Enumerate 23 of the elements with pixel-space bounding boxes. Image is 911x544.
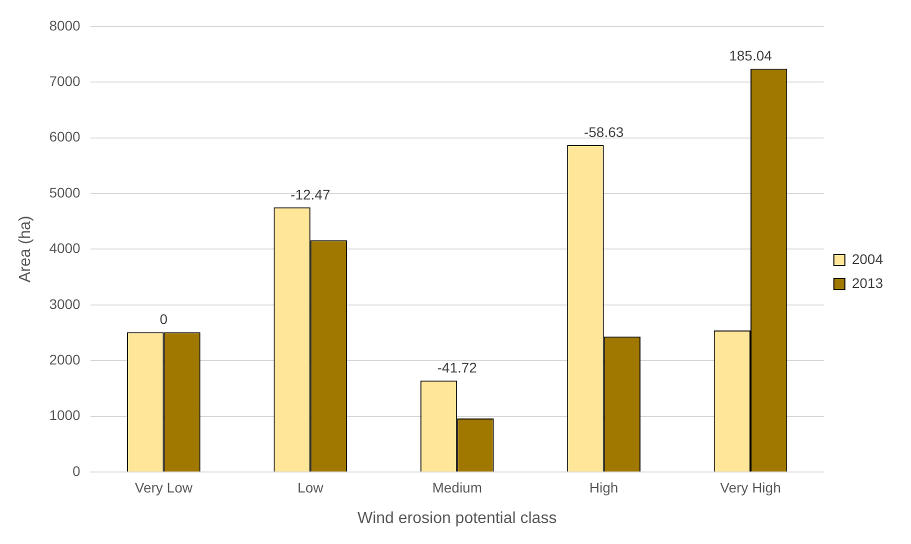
annotation: 0 [160,311,168,328]
y-tick-label: 8000 [49,17,81,34]
x-axis-title: Wind erosion potential class [357,510,557,527]
legend-label: 2004 [852,250,884,267]
x-tick-label: Very High [720,479,781,496]
y-tick-label: 7000 [49,72,81,89]
x-tick-label: Very Low [134,479,194,496]
y-tick-label: 0 [72,462,81,479]
y-tick-label: 4000 [49,240,81,256]
annotation: -12.47 [290,186,330,202]
y-tick-label: 5000 [49,184,81,200]
annotation: -58.63 [584,124,624,140]
y-tick-label: 1000 [49,407,81,424]
x-tick-label: Low [298,479,324,496]
y-tick-label: 6000 [49,128,81,145]
annotation: -41.72 [437,360,478,376]
legend-label: 2013 [852,274,884,291]
y-tick-label: 3000 [49,296,81,312]
x-tick-label: High [589,479,618,496]
y-axis-title: Area (ha) [17,216,34,283]
x-tick-label: Medium [432,479,482,496]
annotation: 185.04 [729,48,772,64]
y-tick-label: 2000 [49,351,81,368]
